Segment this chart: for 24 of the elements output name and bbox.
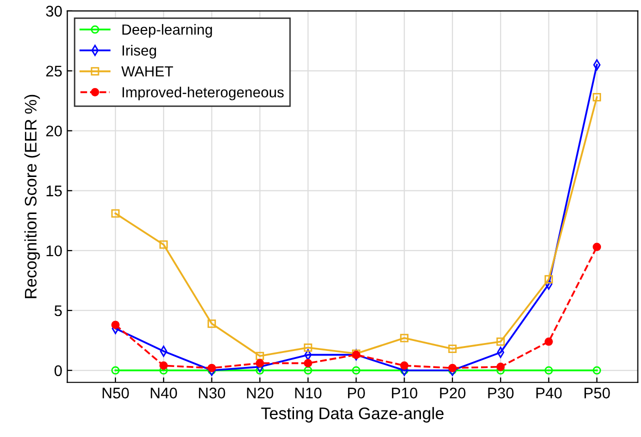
y-tick-label: 30 (46, 6, 62, 17)
x-axis-title: Testing Data Gaze-angle (261, 407, 444, 423)
y-axis-title: Recognition Score (EER %) (24, 94, 40, 298)
legend-label: Deep-learning (122, 24, 212, 38)
x-tick-label: N30 (198, 388, 226, 398)
y-tick-label: 25 (46, 66, 62, 77)
y-tick-label: 20 (46, 126, 62, 136)
x-tick-label: N20 (247, 388, 274, 398)
x-tick-label: P30 (488, 388, 514, 398)
legend-label: WAHET (121, 66, 174, 76)
x-tick-label: N40 (150, 388, 178, 398)
x-tick-label: P20 (440, 388, 466, 398)
x-tick-label: P10 (392, 388, 418, 398)
x-tick-label: P50 (584, 388, 610, 398)
y-tick-label: 15 (46, 186, 62, 196)
x-tick-label: N10 (295, 388, 322, 398)
legend-label: Iriseg (122, 44, 156, 59)
y-tick-label: 10 (46, 245, 62, 256)
x-tick-label: P40 (536, 388, 562, 398)
legend-label: Improved-heterogeneous (122, 86, 284, 100)
x-tick-label: P0 (348, 388, 365, 398)
y-tick-label: 0 (54, 365, 62, 376)
y-tick-label: 5 (54, 306, 62, 316)
x-tick-label: N50 (102, 388, 129, 398)
